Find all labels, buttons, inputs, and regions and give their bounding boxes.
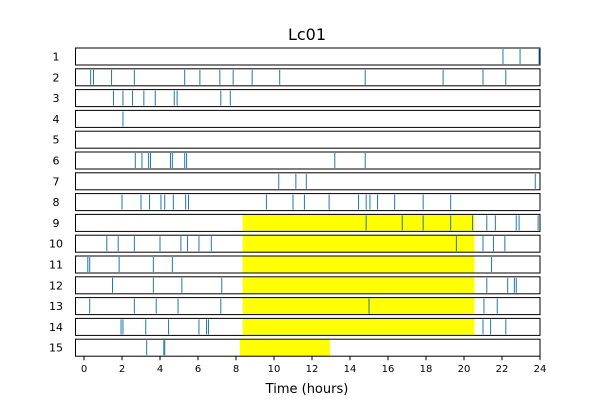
- raster-row: 2: [53, 68, 541, 87]
- highlight-band: [242, 256, 475, 273]
- raster-row: 11: [49, 255, 541, 274]
- row-frame: [75, 276, 541, 295]
- row-label: 8: [53, 196, 60, 209]
- row-label: 10: [49, 238, 63, 251]
- highlight-band: [242, 235, 475, 252]
- row-frame: [75, 172, 541, 191]
- highlight-band: [242, 214, 475, 231]
- row-label: 14: [49, 321, 63, 334]
- row-frame: [75, 109, 541, 128]
- row-label: 12: [49, 279, 63, 292]
- row-label: 15: [49, 342, 63, 355]
- row-label: 6: [53, 155, 60, 168]
- highlight-band: [242, 298, 475, 315]
- raster-row: 1: [53, 47, 541, 66]
- raster-row: 8: [53, 193, 541, 212]
- row-background: [75, 110, 540, 128]
- row-background: [75, 48, 540, 65]
- x-tick-label: 2: [119, 364, 125, 375]
- raster-row: 6: [53, 151, 541, 170]
- row-frame: [75, 68, 541, 87]
- row-frame: [75, 151, 541, 170]
- raster-row: 14: [49, 317, 541, 336]
- raster-row: 10: [49, 234, 541, 253]
- raster-row: 12: [49, 276, 541, 295]
- raster-row: 7: [53, 172, 541, 191]
- raster-row: 15: [49, 338, 541, 357]
- row-background: [75, 131, 540, 149]
- x-tick-label: 20: [458, 364, 471, 375]
- row-label: 9: [53, 217, 60, 230]
- row-label: 3: [53, 92, 60, 105]
- x-axis-label: Time (hours): [265, 382, 349, 397]
- x-tick-label: 18: [420, 364, 433, 375]
- row-frame: [75, 47, 541, 66]
- row-frame: [75, 213, 541, 232]
- row-frame: [75, 317, 541, 336]
- row-frame: [75, 130, 541, 149]
- x-tick-label: 8: [233, 364, 239, 375]
- highlight-band: [242, 318, 475, 335]
- row-label: 5: [53, 134, 60, 147]
- row-label: 2: [53, 71, 60, 84]
- row-label: 1: [53, 51, 60, 64]
- highlight-band: [239, 339, 331, 356]
- row-frame: [75, 193, 541, 212]
- raster-row: 13: [49, 297, 541, 316]
- row-label: 13: [49, 300, 63, 313]
- row-label: 11: [49, 259, 63, 272]
- x-tick-label: 14: [344, 364, 357, 375]
- row-frame: [75, 89, 541, 108]
- row-frame: [75, 297, 541, 316]
- row-label: 7: [53, 175, 60, 188]
- raster-row: 3: [53, 89, 541, 108]
- x-tick-label: 16: [382, 364, 395, 375]
- row-background: [75, 152, 540, 169]
- row-background: [75, 68, 540, 86]
- x-tick-label: 22: [496, 364, 509, 375]
- x-tick-label: 24: [534, 364, 547, 375]
- raster-row: 5: [53, 130, 541, 149]
- x-tick-label: 4: [157, 364, 163, 375]
- raster-row: 9: [53, 213, 541, 232]
- x-axis: 0 2 4 6 8 10 12 14 16 18 20 22 24: [81, 356, 547, 375]
- row-frame: [75, 255, 541, 274]
- row-label: 4: [53, 113, 60, 126]
- row-background: [75, 172, 540, 190]
- row-background: [75, 89, 540, 107]
- row-background: [75, 193, 540, 211]
- x-tick-label: 12: [306, 364, 319, 375]
- x-tick-label: 10: [268, 364, 281, 375]
- row-frame: [75, 234, 541, 253]
- row-frame: [75, 338, 541, 357]
- highlight-band: [242, 277, 475, 294]
- x-tick-label: 0: [81, 364, 87, 375]
- chart-title: Lc01: [288, 25, 326, 44]
- x-tick-label: 6: [195, 364, 201, 375]
- raster-row: 4: [53, 109, 541, 128]
